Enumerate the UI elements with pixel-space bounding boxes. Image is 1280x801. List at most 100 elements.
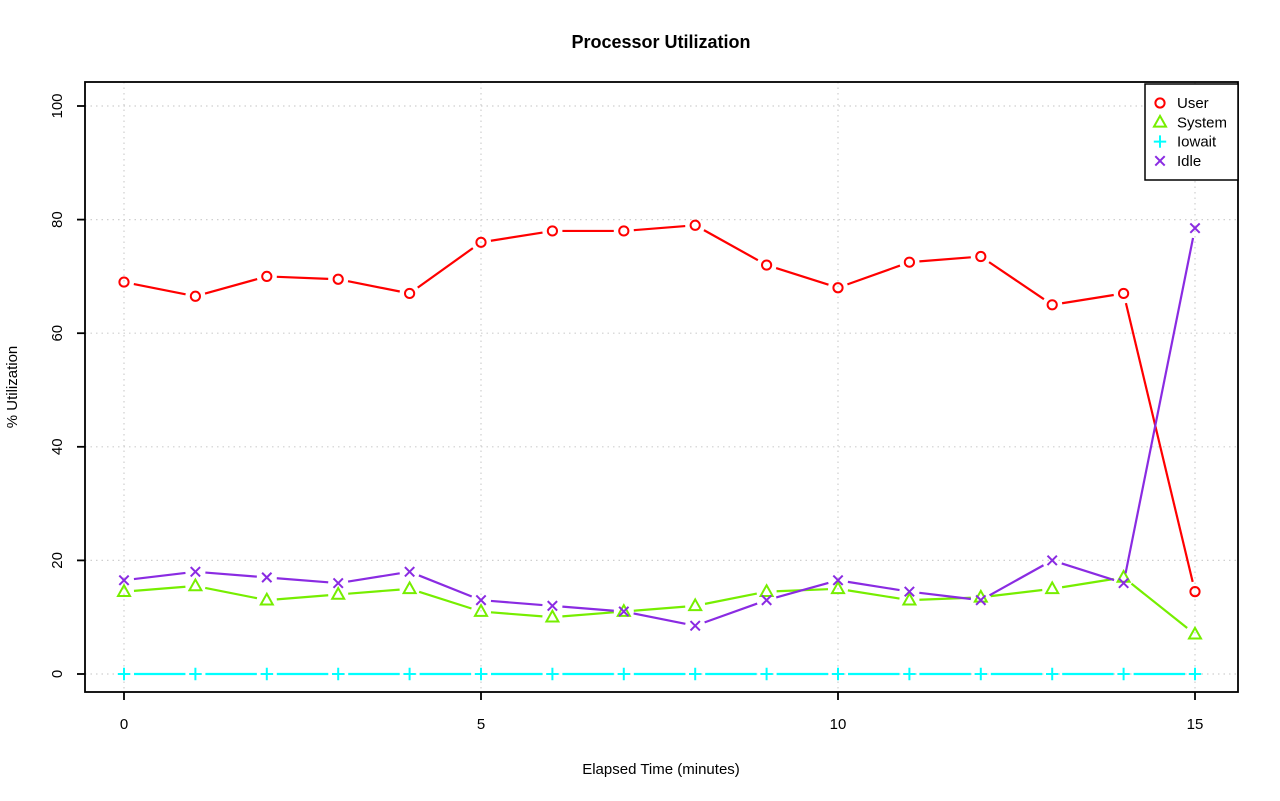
x-tick-label: 0 <box>120 716 128 733</box>
series-segment <box>204 586 258 600</box>
y-axis-label: % Utilization <box>4 346 21 429</box>
idle-data-point-icon <box>903 586 915 598</box>
iowait-data-point-icon <box>332 667 345 681</box>
iowait-data-point-icon <box>474 667 488 681</box>
iowait-data-point-icon <box>760 667 773 681</box>
user-data-point-icon <box>546 225 559 237</box>
y-tick-label: 60 <box>49 325 66 342</box>
iowait-data-point-icon <box>831 667 845 681</box>
legend-label-idle: Idle <box>1177 153 1201 170</box>
series-segment <box>990 588 1043 598</box>
series-segment <box>347 572 400 583</box>
system-data-point-icon <box>687 597 703 612</box>
series-segment <box>205 571 257 578</box>
iowait-data-point-icon <box>189 667 202 681</box>
idle-data-point-icon <box>1046 554 1058 566</box>
series-segment <box>775 581 829 599</box>
user-data-point-icon <box>618 225 630 237</box>
iowait-data-point-icon <box>903 667 916 681</box>
user-data-point-icon <box>760 259 773 271</box>
iowait-data-point-icon <box>617 667 630 681</box>
series-segment <box>919 256 971 263</box>
series-segment <box>562 611 614 618</box>
idle-data-point-icon <box>261 572 273 583</box>
series-segment <box>988 261 1045 301</box>
system-data-point-icon <box>259 591 275 606</box>
system-data-point-icon <box>401 580 418 595</box>
series-iowait <box>117 667 1202 681</box>
plot-box <box>84 81 1239 693</box>
series-segment <box>919 591 972 601</box>
user-data-point-icon <box>189 290 201 302</box>
user-data-point-icon <box>903 256 916 268</box>
series-segment <box>1061 577 1114 589</box>
series-segment <box>633 224 686 232</box>
user-data-point-icon <box>832 282 844 294</box>
series-segment <box>1124 302 1194 583</box>
series-segment <box>276 275 329 280</box>
user-data-point-icon <box>1117 287 1130 300</box>
system-data-point-icon <box>1044 580 1060 595</box>
y-tick-label: 20 <box>49 552 66 569</box>
series-segment <box>1130 582 1188 629</box>
series-segment <box>775 267 829 286</box>
x-tick-label: 5 <box>477 716 485 733</box>
idle-data-point-icon <box>832 574 844 586</box>
series-segment <box>348 588 400 595</box>
user-data-point-icon <box>975 250 987 263</box>
idle-data-point-icon <box>404 566 416 578</box>
series-idle <box>118 222 1201 632</box>
iowait-data-point-icon <box>546 667 559 681</box>
system-data-point-icon <box>330 586 346 600</box>
series-segment <box>847 580 900 592</box>
legend: User System Iowait Idle <box>1144 83 1239 181</box>
legend-label-iowait: Iowait <box>1177 134 1217 151</box>
idle-data-point-icon <box>189 566 201 578</box>
series-segment <box>276 577 329 584</box>
user-data-point-icon <box>1189 586 1201 598</box>
x-axis-label: Elapsed Time (minutes) <box>582 761 740 778</box>
series-segment <box>276 594 329 601</box>
user-data-point-icon <box>689 219 701 231</box>
plot-border <box>84 81 1239 693</box>
iowait-data-point-icon <box>117 667 131 681</box>
user-data-point-icon <box>261 270 273 282</box>
series-segment <box>204 278 258 295</box>
system-data-point-icon <box>758 583 775 597</box>
user-data-point-icon <box>404 287 416 300</box>
idle-data-point-icon <box>475 594 487 606</box>
system-data-point-icon <box>1187 625 1203 640</box>
series-segment <box>633 612 686 625</box>
series-segment <box>633 605 686 612</box>
series-segment <box>418 590 472 610</box>
system-data-point-icon <box>473 603 489 617</box>
system-data-point-icon <box>116 583 132 597</box>
series-segment <box>417 247 474 289</box>
idle-data-point-icon <box>1118 577 1130 589</box>
idle-data-point-icon <box>618 606 630 617</box>
iowait-legend-marker-icon <box>1153 135 1167 148</box>
chart-title: Processor Utilization <box>571 32 750 52</box>
data-series <box>116 219 1203 681</box>
series-segment <box>347 280 401 293</box>
series-segment <box>133 571 186 581</box>
y-tick-label: 0 <box>49 670 66 678</box>
series-segment <box>418 574 473 598</box>
legend-label-user: User <box>1177 95 1209 112</box>
series-segment <box>1124 237 1195 574</box>
series-segment <box>847 264 901 286</box>
idle-data-point-icon <box>546 600 558 612</box>
series-segment <box>703 229 759 262</box>
series-system <box>116 568 1203 640</box>
user-legend-marker-icon <box>1154 97 1166 109</box>
user-data-point-icon <box>1046 299 1058 311</box>
legend-box <box>1144 83 1239 181</box>
series-segment <box>562 605 614 612</box>
y-tick-label: 80 <box>49 211 66 228</box>
system-data-point-icon <box>544 608 561 623</box>
iowait-data-point-icon <box>260 667 273 681</box>
system-data-point-icon <box>616 603 632 617</box>
x-tick-label: 10 <box>830 716 847 733</box>
